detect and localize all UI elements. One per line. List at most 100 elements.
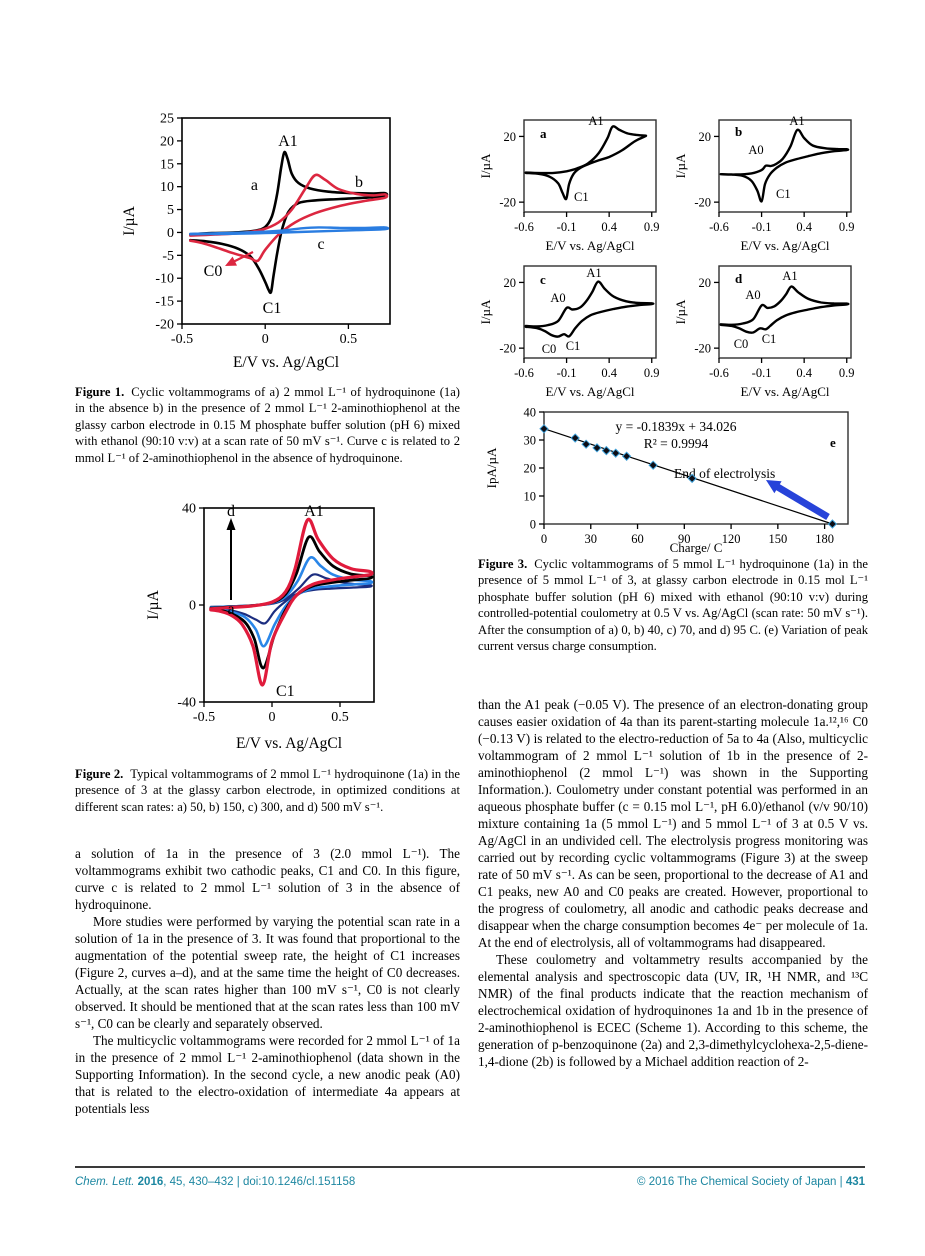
svg-text:20: 20	[504, 130, 517, 144]
panel-c-curve	[524, 280, 655, 338]
svg-text:90: 90	[678, 532, 691, 546]
paragraph: These coulometry and voltammetry results…	[478, 952, 868, 1069]
svg-text:40: 40	[524, 406, 537, 420]
svg-text:0: 0	[541, 532, 547, 546]
svg-text:0.5: 0.5	[340, 332, 358, 347]
panel-a-curve	[524, 125, 648, 201]
panel-b-label-A0: A0	[748, 143, 763, 157]
svg-text:30: 30	[524, 434, 537, 448]
paragraph: a solution of 1a in the presence of 3 (2…	[75, 846, 460, 912]
svg-text:20: 20	[504, 276, 517, 290]
svg-text:30: 30	[585, 532, 598, 546]
panel-b-y-title: I/µA	[673, 153, 688, 178]
panel-e-annotation: End of electrolysis	[674, 466, 775, 481]
figure2-label-C1: C1	[276, 683, 295, 700]
svg-text:-0.1: -0.1	[752, 220, 772, 234]
figure1-label-C0: C0	[204, 263, 223, 280]
panel-c-frame	[523, 265, 657, 359]
footer-citation-rest: , 45, 430–432 | doi:10.1246/cl.151158	[163, 1176, 356, 1188]
svg-text:-20: -20	[694, 342, 711, 356]
svg-text:0: 0	[530, 518, 536, 532]
svg-text:0: 0	[269, 710, 276, 725]
figure3-panel-e: y = -0.1839x + 34.026 R² = 0.9994 e End …	[484, 406, 849, 555]
figure1-plot-frame	[181, 117, 391, 325]
svg-text:0: 0	[189, 599, 196, 614]
svg-text:0.4: 0.4	[796, 366, 812, 380]
footer-journal-name: Chem. Lett.	[75, 1176, 135, 1188]
figure1-label-A1: A1	[278, 133, 298, 150]
svg-text:15: 15	[160, 157, 174, 172]
svg-text:-20: -20	[499, 342, 516, 356]
figure2-caption-label: Figure 2.	[75, 767, 124, 781]
panel-b-label-A1: A1	[789, 114, 804, 128]
figure1-x-axis-title: E/V vs. Ag/AgCl	[233, 354, 339, 371]
figure3-panel-b: b A0 A1 C1 E/V vs. Ag/AgCl I/µA -0.6 -0.1…	[673, 114, 855, 253]
svg-text:-0.5: -0.5	[171, 332, 193, 347]
figure2-curve-a-50mVs	[209, 573, 373, 625]
paragraph: The multicyclic voltammograms were recor…	[75, 1033, 460, 1116]
footer-page-number: 431	[845, 1176, 865, 1188]
svg-text:0.9: 0.9	[839, 366, 855, 380]
figure3-panel-d: d A0 A1 C0 C1 E/V vs. Ag/AgCl I/µA -0.6 -…	[673, 265, 855, 399]
svg-text:-15: -15	[155, 295, 174, 310]
svg-text:10: 10	[160, 180, 174, 195]
svg-text:-0.6: -0.6	[514, 220, 534, 234]
figure3-chart-group: a A1 C1 E/V vs. Ag/AgCl I/µA -0.6 -0.1 0.4…	[478, 110, 868, 556]
svg-text:0.9: 0.9	[644, 220, 660, 234]
panel-c-letter: c	[540, 272, 546, 287]
panel-b-curve	[719, 128, 850, 203]
footer-copyright: © 2016 The Chemical Society of Japan | 4…	[637, 1176, 865, 1188]
panel-d-curve	[719, 285, 850, 334]
panel-d-label-C1: C1	[762, 332, 777, 346]
c0-arrowhead	[225, 256, 237, 266]
panel-a-letter: a	[540, 126, 547, 141]
panel-e-y-title: IpA/µA	[484, 447, 499, 488]
svg-text:10: 10	[524, 490, 537, 504]
svg-text:40: 40	[182, 502, 196, 517]
panel-a-y-title: I/µA	[478, 153, 493, 178]
footer-year: 2016	[134, 1176, 164, 1188]
right-column-text: than the A1 peak (−0.05 V). The presence…	[478, 696, 868, 1070]
paragraph: More studies were performed by varying t…	[75, 914, 460, 1031]
figure1-caption-text: Cyclic voltammograms of a) 2 mmol L⁻¹ of…	[75, 385, 460, 465]
svg-text:-5: -5	[162, 249, 174, 264]
panel-e-equation: y = -0.1839x + 34.026	[616, 419, 737, 434]
panel-d-frame	[718, 265, 852, 359]
figure1-label-C1: C1	[263, 300, 282, 317]
figure1-curve-c	[189, 226, 390, 236]
figure1-label-c: c	[317, 236, 324, 253]
svg-text:0.5: 0.5	[331, 710, 349, 725]
svg-text:-40: -40	[177, 696, 196, 711]
svg-text:-20: -20	[694, 196, 711, 210]
panel-d-x-title: E/V vs. Ag/AgCl	[741, 384, 830, 399]
figure2-caption: Figure 2. Typical voltammograms of 2 mmol…	[75, 766, 460, 815]
panel-d-label-C0: C0	[734, 337, 749, 351]
svg-text:-0.5: -0.5	[193, 710, 215, 725]
panel-a-frame	[523, 119, 657, 213]
panel-d-label-A0: A0	[745, 288, 760, 302]
figure2-x-axis-title: E/V vs. Ag/AgCl	[236, 735, 342, 752]
end-of-electrolysis-arrowhead	[766, 480, 782, 494]
figure1-caption-label: Figure 1.	[75, 385, 125, 399]
figure3-panel-c: c A0 A1 C0 C1 E/V vs. Ag/AgCl I/µA -0.6 -…	[478, 265, 660, 399]
figure1-label-a: a	[251, 177, 258, 194]
footer-rule	[75, 1166, 865, 1168]
panel-b-frame	[718, 119, 852, 213]
panel-a-label-A1: A1	[588, 114, 603, 128]
panel-c-label-A1: A1	[586, 266, 601, 280]
svg-text:60: 60	[631, 532, 644, 546]
svg-text:150: 150	[768, 532, 787, 546]
svg-text:0.9: 0.9	[839, 220, 855, 234]
panel-e-r-squared: R² = 0.9994	[644, 436, 709, 451]
footer-copyright-text: © 2016 The Chemical Society of Japan |	[637, 1176, 846, 1188]
svg-text:20: 20	[160, 134, 174, 149]
panel-b-label-C1: C1	[776, 187, 791, 201]
figure3-caption-text: Cyclic voltammograms of 5 mmol L⁻¹ hydro…	[478, 557, 868, 654]
panel-c-label-A0: A0	[550, 291, 565, 305]
svg-text:0: 0	[167, 226, 174, 241]
svg-text:-0.1: -0.1	[752, 366, 772, 380]
scan-rate-arrowhead	[226, 518, 236, 530]
svg-text:-20: -20	[155, 318, 174, 333]
svg-text:-20: -20	[499, 196, 516, 210]
svg-text:20: 20	[699, 276, 712, 290]
